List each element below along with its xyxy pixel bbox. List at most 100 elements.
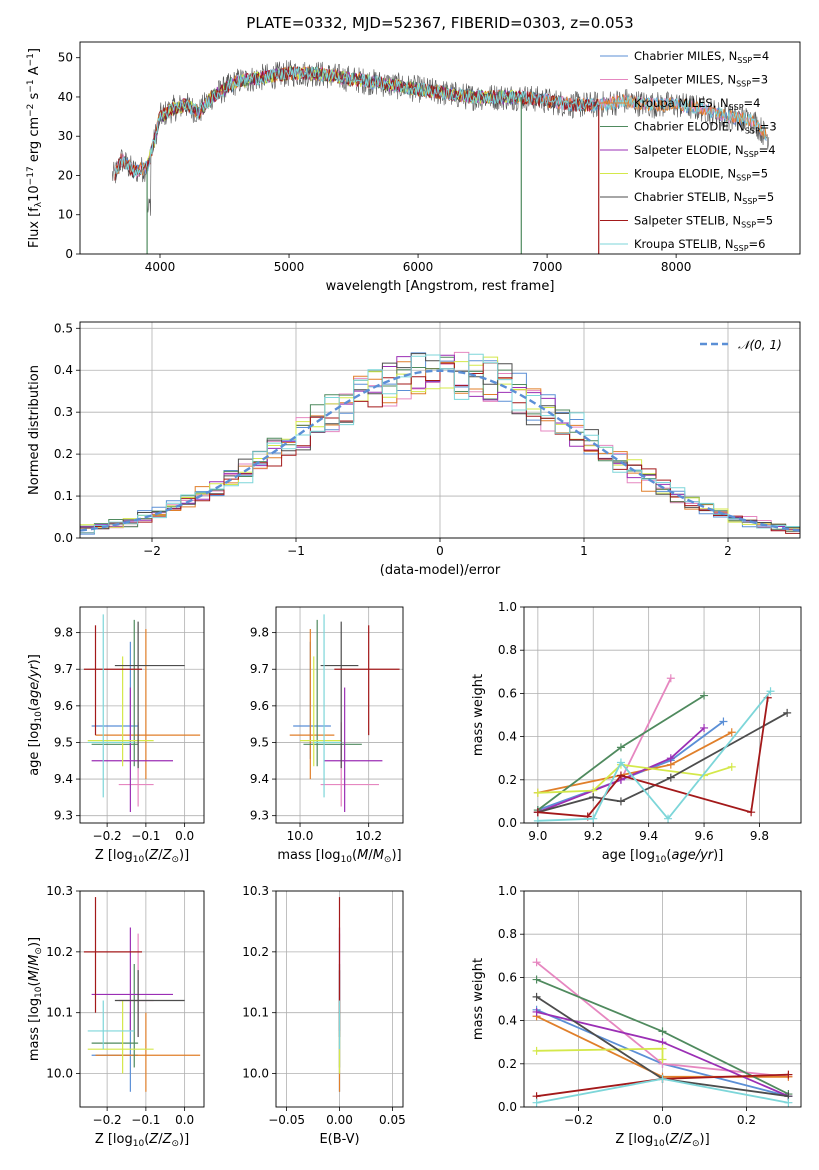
age-vs-Z-plot-area: [83, 614, 201, 813]
y-tick-label: 9.6: [54, 699, 73, 713]
y-axis-label: mass [log10(M/M⊙)]: [27, 937, 44, 1061]
x-tick-label: −1: [287, 544, 305, 558]
x-axis-label: Z [log10(Z/Z⊙)]: [615, 1132, 709, 1149]
x-axis-label: Z [log10(Z/Z⊙)]: [95, 848, 189, 865]
x-tick-label: 9.0: [528, 829, 547, 843]
legend-entry: Kroupa STELIB, NSSP=6: [634, 237, 765, 253]
y-tick-label: 20: [58, 168, 73, 182]
x-tick-label: 7000: [532, 260, 563, 274]
x-tick-label: −0.1: [131, 829, 160, 843]
weight-point-marker: [747, 808, 756, 817]
mass-vs-Z-axes: −0.2 −0.1 0.0 10.0 10.1 10.2 10.3 Z [log10(Z/Z⊙…: [27, 884, 205, 1149]
x-axis-label: E(B-V): [319, 1132, 359, 1147]
weight-point-marker: [616, 771, 625, 780]
mass-vs-Z-frame: [79, 890, 205, 1108]
y-axis-label: mass weight: [471, 958, 486, 1040]
y-tick-label: 9.3: [54, 809, 73, 823]
weight-point-marker: [532, 958, 541, 967]
x-tick-label: −0.2: [93, 1113, 122, 1127]
x-axis-label: mass [log10(M/M⊙)]: [277, 848, 401, 865]
y-tick-label: 30: [58, 129, 73, 143]
y-tick-label: 0.0: [498, 1100, 517, 1114]
x-tick-label: −2: [143, 544, 161, 558]
y-tick-label: 9.5: [54, 735, 73, 749]
mass-vs-Z-plot-area: [83, 897, 201, 1092]
y-tick-label: 10.1: [242, 1006, 269, 1020]
weight-point-marker: [700, 723, 709, 732]
legend-entry: Chabrier STELIB, NSSP=5: [634, 190, 774, 206]
weight-point-marker: [532, 1046, 541, 1055]
legend-entry: Chabrier ELODIE, NSSP=3: [634, 120, 777, 136]
weight-point-marker: [719, 717, 728, 726]
y-tick-label: 10.0: [242, 1067, 269, 1081]
weight-series-line: [536, 1047, 664, 1060]
x-tick-label: −0.1: [131, 1113, 160, 1127]
weight-point-marker: [658, 1044, 667, 1053]
spectrum-model-line: [146, 66, 522, 170]
weight-point-marker: [533, 788, 542, 797]
weight-vs-Z-plot-area: [532, 958, 793, 1107]
x-tick-label: 9.2: [584, 829, 603, 843]
legend-entry: 𝒩(0, 1): [738, 338, 782, 352]
x-tick-label: 4000: [145, 260, 176, 274]
y-tick-label: 0.8: [498, 643, 517, 657]
y-tick-label: 9.6: [250, 699, 269, 713]
weight-series-line: [537, 727, 705, 814]
legend-entry: Salpeter STELIB, NSSP=5: [634, 214, 773, 230]
age-vs-Z-frame: [79, 606, 205, 824]
y-tick-label: 40: [58, 90, 73, 104]
y-tick-label: 10.3: [46, 884, 73, 898]
x-tick-label: 10.2: [355, 829, 382, 843]
age-vs-mass-plot-area: [289, 614, 400, 813]
x-tick-label: 1: [580, 544, 588, 558]
y-tick-label: 10: [58, 208, 73, 222]
x-tick-label: −0.05: [268, 1113, 305, 1127]
y-tick-label: 9.7: [54, 662, 73, 676]
weight-series-line: [537, 731, 733, 794]
y-tick-label: 0.4: [498, 1014, 517, 1028]
y-tick-label: 50: [58, 51, 73, 65]
residuals-axes: −2 −1 0 1 2 0.0 0.1 0.2 0.3 0.4 0.5 𝒩(0, 1) (data-mo…: [27, 321, 801, 578]
x-tick-label: 0.2: [737, 1113, 756, 1127]
y-tick-label: 0: [65, 247, 73, 261]
y-tick-label: 9.5: [250, 735, 269, 749]
x-axis-label: Z [log10(Z/Z⊙)]: [95, 1132, 189, 1149]
x-tick-label: 0.05: [379, 1113, 406, 1127]
legend-entry: Kroupa MILES, NSSP=4: [634, 96, 760, 112]
weight-vs-age-frame: [523, 606, 802, 824]
legend-entry: Salpeter MILES, NSSP=3: [634, 73, 768, 89]
y-tick-label: 0.5: [54, 321, 73, 335]
y-tick-label: 9.4: [250, 772, 269, 786]
x-tick-label: 5000: [274, 260, 305, 274]
weight-vs-age-plot-area: [533, 674, 792, 823]
x-axis-label: (data-model)/error: [380, 563, 501, 578]
x-tick-label: 2: [724, 544, 732, 558]
y-axis-label: mass weight: [471, 674, 486, 756]
spectrum-plot-area: [112, 60, 770, 254]
weight-vs-age-axes: 9.0 9.2 9.4 9.6 9.8 0.0 0.2 0.4 0.6 0.8 1.0 age [lo…: [471, 600, 802, 865]
y-tick-label: 0.1: [54, 489, 73, 503]
weight-point-marker: [589, 793, 598, 802]
x-tick-label: 8000: [661, 260, 692, 274]
y-tick-label: 10.2: [242, 945, 269, 959]
y-tick-label: 9.4: [54, 772, 73, 786]
x-tick-label: 9.6: [695, 829, 714, 843]
residuals-plot-area: [80, 351, 800, 535]
legend-entry: Salpeter ELODIE, NSSP=4: [634, 143, 776, 159]
y-tick-label: 10.2: [46, 945, 73, 959]
age-vs-mass-frame: [275, 606, 404, 824]
weight-point-marker: [532, 975, 541, 984]
y-axis-label: Flux [fλ10−17 erg cm−2 s−1 A−1]: [26, 48, 44, 248]
y-tick-label: 1.0: [498, 600, 517, 614]
y-tick-label: 0.0: [54, 531, 73, 545]
x-tick-label: 0.0: [175, 829, 194, 843]
y-tick-label: 0.6: [498, 970, 517, 984]
spectrum-frame: [79, 41, 801, 255]
weight-point-marker: [784, 1098, 793, 1107]
weight-vs-Z-frame: [523, 890, 802, 1108]
y-axis-label: age [log10(age/yr)]: [27, 654, 44, 776]
weight-point-marker: [532, 992, 541, 1001]
y-tick-label: 9.8: [54, 626, 73, 640]
x-tick-label: 6000: [403, 260, 434, 274]
weight-point-marker: [616, 797, 625, 806]
